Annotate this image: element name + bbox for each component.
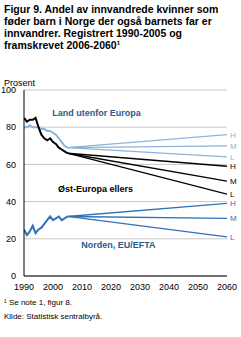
svg-text:2040: 2040 [159, 282, 179, 292]
html-text:Figur 9. Andel av innvandrede: Figur 9. Andel av innvandrede kvinner so… [4, 3, 219, 51]
svg-text:M: M [230, 177, 233, 186]
html-text:Prosent: Prosent [4, 78, 35, 88]
svg-text:Norden, EU/EFTA: Norden, EU/EFTA [81, 240, 156, 250]
svg-text:L: L [230, 233, 233, 242]
svg-text:M: M [230, 142, 233, 151]
svg-text:M: M [230, 214, 233, 223]
svg-text:2000: 2000 [43, 282, 63, 292]
svg-text:2060: 2060 [217, 282, 233, 292]
svg-text:2050: 2050 [188, 282, 208, 292]
svg-text:Øst-Europa ellers: Øst-Europa ellers [58, 184, 133, 194]
html-text:¹ Se note 1, figur 8.: ¹ Se note 1, figur 8. [4, 298, 72, 307]
svg-text:2030: 2030 [130, 282, 150, 292]
svg-text:20: 20 [8, 234, 16, 244]
svg-text:80: 80 [8, 122, 16, 132]
svg-text:H: H [230, 131, 233, 140]
svg-text:L: L [230, 190, 233, 199]
svg-text:L: L [230, 153, 233, 162]
svg-text:Land utenfor Europa: Land utenfor Europa [52, 108, 141, 118]
svg-text:H: H [230, 199, 233, 208]
svg-text:0: 0 [11, 271, 16, 281]
svg-text:40: 40 [8, 197, 16, 207]
html-text:Kilde: Statistisk sentralbyrå.: Kilde: Statistisk sentralbyrå. [4, 312, 103, 321]
svg-text:1990: 1990 [14, 282, 34, 292]
svg-text:100: 100 [8, 85, 16, 95]
svg-text:60: 60 [8, 160, 16, 170]
svg-text:2020: 2020 [101, 282, 121, 292]
svg-text:H: H [230, 162, 233, 171]
svg-text:2010: 2010 [72, 282, 92, 292]
